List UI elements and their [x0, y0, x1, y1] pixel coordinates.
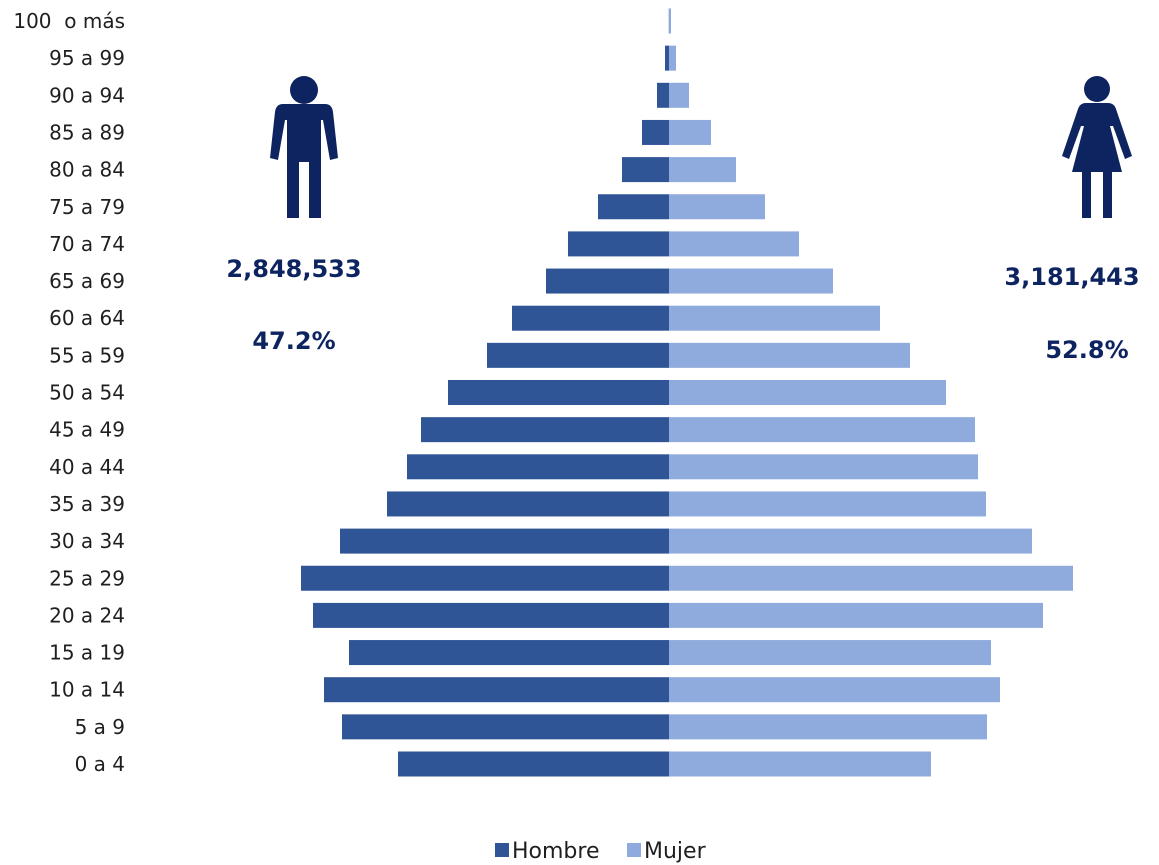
bar-mujer: [669, 454, 978, 480]
legend-label-mujer: Mujer: [644, 839, 707, 864]
bar-hombre: [512, 305, 669, 331]
bar-hombre: [568, 231, 669, 257]
age-tick-label: 95 a 99: [49, 46, 125, 70]
bar-hombre: [487, 342, 669, 368]
bar-hombre: [665, 45, 669, 71]
bar-mujer: [669, 714, 987, 740]
man-icon: [270, 76, 338, 218]
age-tick-label: 45 a 49: [49, 418, 125, 442]
bar-mujer: [669, 491, 986, 517]
bar-hombre: [398, 751, 669, 777]
age-tick-label: 30 a 34: [49, 529, 125, 553]
age-tick-label: 90 a 94: [49, 83, 125, 107]
bar-hombre: [324, 677, 669, 703]
bar-mujer: [669, 231, 799, 257]
bar-mujer: [669, 342, 910, 368]
bar-mujer: [669, 305, 880, 331]
bar-mujer: [669, 8, 671, 34]
age-tick-label: 20 a 24: [49, 603, 125, 627]
age-tick-label: 80 a 84: [49, 158, 125, 182]
bar-hombre: [546, 268, 669, 294]
age-tick-label: 65 a 69: [49, 269, 125, 293]
bar-hombre: [657, 82, 669, 108]
bar-hombre: [598, 194, 669, 220]
bar-mujer: [669, 751, 931, 777]
bar-hombre: [313, 602, 669, 628]
bar-mujer: [669, 194, 765, 220]
bar-hombre: [301, 565, 669, 591]
bar-mujer: [669, 640, 991, 666]
age-tick-label: 75 a 79: [49, 195, 125, 219]
bar-hombre: [340, 528, 669, 554]
bar-mujer: [669, 677, 1000, 703]
legend-swatch-hombre: [495, 843, 509, 857]
bar-hombre: [407, 454, 669, 480]
age-tick-label: 50 a 54: [49, 381, 125, 405]
bar-hombre: [421, 417, 669, 443]
male-percent: 47.2%: [252, 327, 335, 355]
bar-hombre: [642, 119, 669, 145]
bar-mujer: [669, 45, 676, 71]
age-tick-label: 60 a 64: [49, 306, 125, 330]
bar-mujer: [669, 82, 689, 108]
bar-mujer: [669, 417, 975, 443]
female-total: 3,181,443: [1004, 263, 1139, 291]
bar-hombre: [622, 157, 669, 183]
age-tick-label: 100 o más: [13, 9, 125, 33]
age-tick-label: 0 a 4: [75, 752, 125, 776]
male-total: 2,848,533: [226, 255, 361, 283]
bar-mujer: [669, 157, 736, 183]
bar-hombre: [387, 491, 669, 517]
legend: Hombre Mujer: [495, 839, 707, 864]
bar-hombre: [448, 380, 669, 405]
age-tick-label: 70 a 74: [49, 232, 125, 256]
age-tick-label: 10 a 14: [49, 678, 125, 702]
legend-label-hombre: Hombre: [512, 839, 600, 864]
bar-mujer: [669, 119, 711, 145]
bar-mujer: [669, 528, 1032, 554]
bar-hombre: [349, 640, 669, 666]
age-tick-label: 40 a 44: [49, 455, 125, 479]
bar-mujer: [669, 565, 1073, 591]
bar-mujer: [669, 268, 833, 294]
female-percent: 52.8%: [1045, 336, 1128, 364]
bar-hombre: [342, 714, 669, 740]
age-tick-label: 25 a 29: [49, 566, 125, 590]
legend-swatch-mujer: [627, 843, 641, 857]
age-tick-label: 5 a 9: [75, 715, 125, 739]
age-tick-label: 35 a 39: [49, 492, 125, 516]
woman-icon: [1062, 76, 1132, 218]
bar-mujer: [669, 602, 1043, 628]
age-tick-label: 15 a 19: [49, 641, 125, 665]
bars-group: [301, 8, 1073, 777]
age-group-axis: 100 o más 95 a 99 90 a 94 85 a 89 80 a 84 75 …: [13, 9, 125, 776]
age-tick-label: 55 a 59: [49, 343, 125, 367]
age-tick-label: 85 a 89: [49, 120, 125, 144]
bar-mujer: [669, 380, 946, 405]
